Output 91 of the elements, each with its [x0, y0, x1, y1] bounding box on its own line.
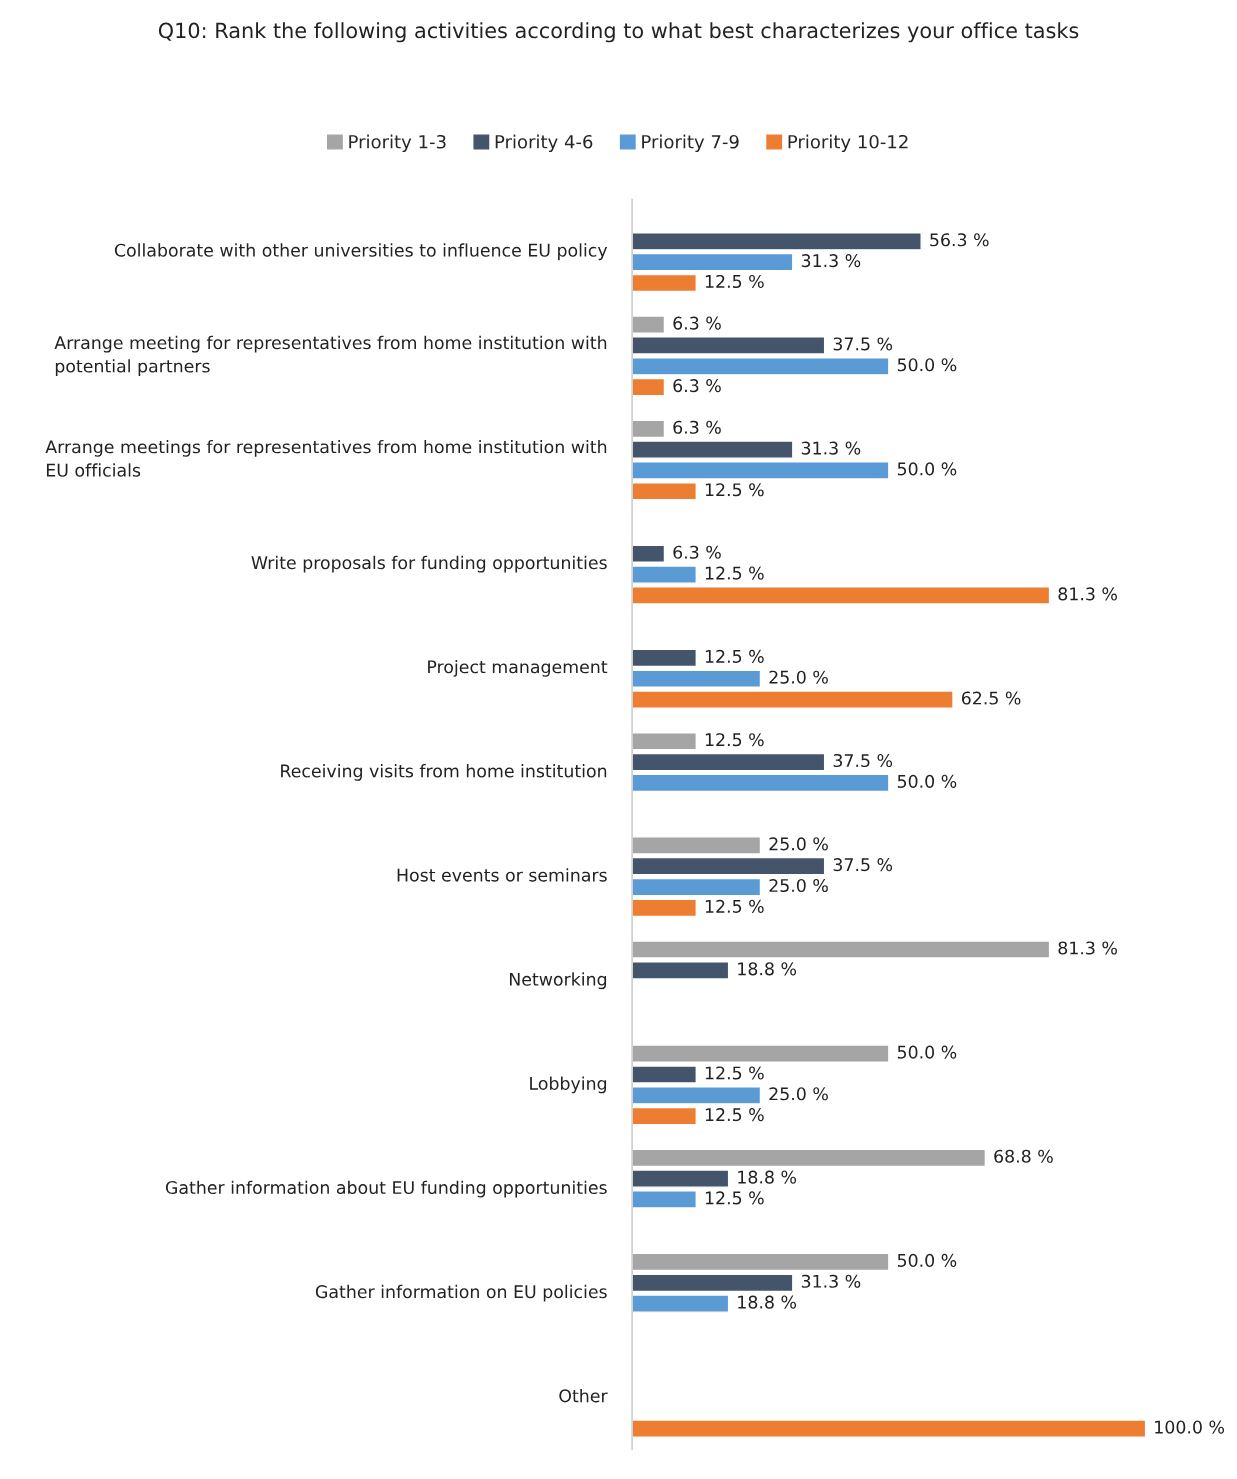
data-label: 37.5 %	[833, 337, 893, 351]
bar	[632, 461, 890, 480]
bar	[632, 1148, 987, 1168]
bar	[632, 1419, 1147, 1438]
bar	[632, 440, 794, 459]
bar	[632, 482, 697, 501]
bar	[632, 648, 697, 668]
bar	[632, 544, 666, 563]
bar	[632, 836, 762, 855]
data-label: 12.5 %	[705, 483, 764, 497]
y-tick-label: Arrange meetings for representatives from home institution with EU officials	[45, 439, 607, 477]
bar	[632, 752, 826, 772]
data-label: 50.0 %	[897, 462, 957, 476]
data-label: 6.3 %	[673, 379, 721, 393]
bar	[632, 1086, 762, 1105]
data-label: 50.0 %	[897, 358, 957, 372]
y-tick-label: Write proposals for funding opportunities	[251, 555, 607, 573]
bar	[632, 357, 890, 376]
bar	[632, 1044, 890, 1063]
data-label: 50.0 %	[897, 1253, 957, 1267]
bar	[632, 419, 666, 439]
data-label: 31.3 %	[801, 441, 861, 455]
data-label: 18.8 %	[738, 1170, 797, 1184]
bar	[632, 1065, 697, 1084]
data-label: 12.5 %	[705, 649, 764, 663]
legend-label: Priority 1-3	[349, 134, 446, 153]
bar	[632, 1190, 697, 1209]
y-tick-label: Collaborate with other universities to influence EU policy	[114, 243, 608, 261]
y-tick-label: Networking	[509, 972, 607, 990]
data-label: 12.5 %	[705, 1066, 764, 1080]
data-label: 81.3 %	[1058, 587, 1117, 601]
data-label: 6.3 %	[673, 316, 721, 330]
y-tick-label: Receiving visits from home institution	[281, 764, 607, 781]
bar	[632, 1169, 730, 1188]
data-label: 50.0 %	[897, 1045, 957, 1059]
data-label: 68.8 %	[994, 1149, 1053, 1163]
y-tick-label: Gather information about EU funding opportunities	[165, 1180, 607, 1198]
bar	[632, 273, 697, 293]
data-label: 25.0 %	[769, 837, 828, 851]
data-label: 100.0 %	[1155, 1420, 1225, 1434]
legend-label: Priority 10-12	[788, 134, 908, 153]
data-label: 6.3 %	[673, 545, 721, 559]
bar	[632, 315, 666, 334]
bar	[632, 1294, 730, 1313]
data-label: 12.5 %	[705, 1191, 764, 1205]
bar	[632, 586, 1051, 605]
data-label: 56.3 %	[930, 233, 989, 247]
data-label: 12.5 %	[705, 1108, 764, 1122]
data-label: 18.8 %	[738, 962, 797, 976]
y-tick-label: Project management	[428, 659, 608, 677]
bar	[632, 1106, 697, 1126]
data-label: 62.5 %	[961, 691, 1021, 705]
data-label: 37.5 %	[833, 753, 893, 768]
data-label: 31.3 %	[801, 254, 861, 268]
y-tick-label: Host events or seminars	[397, 868, 607, 882]
bar	[632, 1252, 890, 1272]
data-label: 12.5 %	[705, 566, 764, 580]
legend-label: Priority 7-9	[642, 134, 739, 153]
data-label: 12.5 %	[705, 899, 764, 913]
bar	[632, 1273, 794, 1293]
data-label: 12.5 %	[705, 733, 764, 747]
bar	[632, 856, 826, 876]
bar	[632, 898, 697, 918]
y-tick-label: Other	[559, 1388, 608, 1403]
bar	[632, 690, 954, 709]
y-tick-label: Lobbying	[530, 1076, 607, 1094]
data-label: 50.0 %	[897, 774, 957, 788]
bar	[632, 377, 666, 397]
data-label: 6.3 %	[673, 420, 721, 434]
data-label: 37.5 %	[833, 858, 893, 872]
bar	[632, 731, 697, 751]
data-label: 18.8 %	[738, 1295, 797, 1309]
data-label: 81.3 %	[1058, 941, 1117, 955]
data-label: 25.0 %	[769, 670, 828, 684]
data-label: 25.0 %	[769, 1087, 828, 1101]
bar	[632, 940, 1051, 959]
data-label: 12.5 %	[705, 274, 764, 289]
y-tick-label: Arrange meeting for representatives from home institution with potential partners	[54, 335, 607, 376]
chart-title: Q10: Rank the following activities according to what best characterizes your office tasks	[158, 22, 1079, 43]
bar	[632, 669, 762, 688]
bar	[632, 336, 826, 355]
bar	[632, 232, 922, 251]
data-label: 25.0 %	[769, 878, 828, 893]
bar	[632, 773, 890, 793]
data-label: 31.3 %	[801, 1274, 861, 1288]
bar	[632, 252, 794, 272]
y-tick-label: Gather information on EU policies	[315, 1284, 607, 1302]
legend-label: Priority 4-6	[495, 134, 593, 153]
bar	[632, 565, 697, 584]
bar	[632, 961, 730, 980]
bar	[632, 877, 762, 897]
